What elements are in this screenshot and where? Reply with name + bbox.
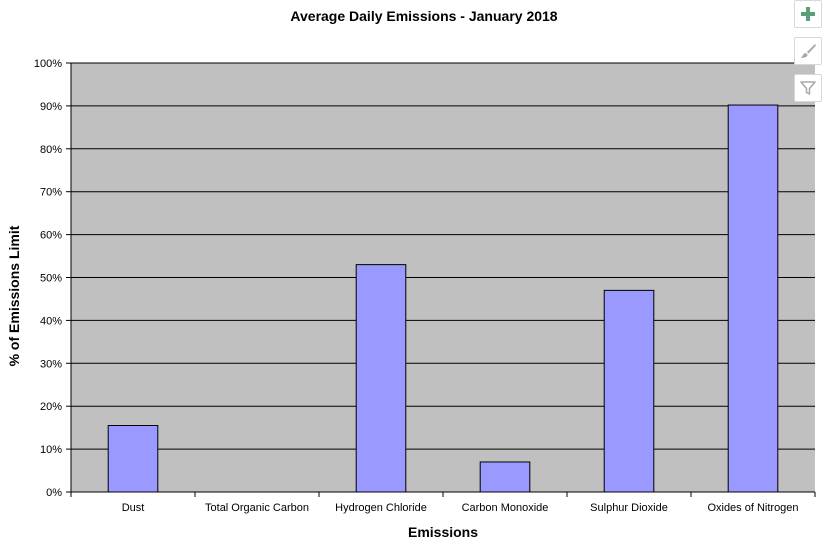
brush-button[interactable] xyxy=(794,37,822,65)
y-tick-label: 90% xyxy=(40,101,62,113)
x-tick-label: Oxides of Nitrogen xyxy=(707,502,798,514)
filter-icon xyxy=(800,81,816,95)
y-tick-label: 30% xyxy=(40,358,62,370)
y-tick-label: 0% xyxy=(46,487,62,499)
add-button[interactable] xyxy=(794,0,822,28)
bar xyxy=(479,461,531,493)
grid-lines xyxy=(71,62,815,450)
bar xyxy=(107,425,159,493)
y-axis-title: % of Emissions Limit xyxy=(6,225,22,366)
y-tick-label: 40% xyxy=(40,315,62,327)
y-tick-labels: 0% 10% 20% 30% 40% 50% 60% 70% 80% 90% 100% xyxy=(34,58,62,499)
chart-title: Average Daily Emissions - January 2018 xyxy=(290,8,557,24)
y-tick-label: 50% xyxy=(40,273,62,285)
y-tick-label: 20% xyxy=(40,401,62,413)
x-tick-labels: Dust Total Organic Carbon Hydrogen Chlorid… xyxy=(122,502,799,514)
y-tick-label: 100% xyxy=(34,58,62,70)
x-axis-title: Emissions xyxy=(408,524,478,540)
y-tick-label: 60% xyxy=(40,230,62,242)
x-tick-label: Sulphur Dioxide xyxy=(590,502,668,514)
y-tick-label: 70% xyxy=(40,187,62,199)
x-tick-label: Carbon Monoxide xyxy=(462,502,549,514)
bars xyxy=(107,104,779,493)
x-tick-label: Total Organic Carbon xyxy=(205,502,309,514)
x-tick-label: Hydrogen Chloride xyxy=(335,502,427,514)
y-tick-label: 10% xyxy=(40,444,62,456)
bar xyxy=(355,264,407,493)
y-tick-label: 80% xyxy=(40,144,62,156)
brush-icon xyxy=(801,44,816,58)
bar xyxy=(727,104,779,493)
bar xyxy=(603,289,655,493)
x-tick-label: Dust xyxy=(122,502,145,514)
axes xyxy=(66,62,816,497)
filter-button[interactable] xyxy=(794,74,822,102)
plus-icon xyxy=(801,7,815,21)
